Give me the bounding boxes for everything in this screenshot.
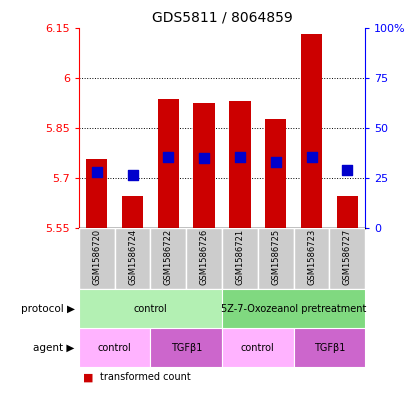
Point — [237, 154, 243, 160]
Bar — [150, 228, 186, 289]
Bar — [86, 160, 107, 228]
Bar — [79, 328, 150, 367]
Text: GSM1586722: GSM1586722 — [164, 229, 173, 285]
Text: transformed count: transformed count — [100, 372, 190, 382]
Bar — [294, 328, 365, 367]
Bar — [301, 34, 322, 228]
Bar — [222, 328, 293, 367]
Text: control: control — [134, 303, 167, 314]
Point — [272, 159, 279, 165]
Text: 5Z-7-Oxozeanol pretreatment: 5Z-7-Oxozeanol pretreatment — [221, 303, 366, 314]
Bar — [186, 228, 222, 289]
Text: GSM1586725: GSM1586725 — [271, 229, 280, 285]
Bar — [193, 103, 215, 228]
Text: agent ▶: agent ▶ — [33, 343, 75, 353]
Text: TGFβ1: TGFβ1 — [171, 343, 202, 353]
Text: GSM1586721: GSM1586721 — [235, 229, 244, 285]
Text: control: control — [241, 343, 275, 353]
Bar — [330, 228, 365, 289]
Point — [129, 172, 136, 178]
Point — [308, 154, 315, 160]
Title: GDS5811 / 8064859: GDS5811 / 8064859 — [151, 11, 293, 25]
Bar — [222, 289, 365, 328]
Text: GSM1586720: GSM1586720 — [92, 229, 101, 285]
Text: control: control — [98, 343, 132, 353]
Bar — [122, 196, 143, 228]
Text: GSM1586724: GSM1586724 — [128, 229, 137, 285]
Bar — [79, 228, 115, 289]
Point — [344, 167, 351, 174]
Bar — [258, 228, 293, 289]
Text: protocol ▶: protocol ▶ — [21, 303, 75, 314]
Text: GSM1586727: GSM1586727 — [343, 229, 352, 285]
Bar — [79, 289, 222, 328]
Bar — [265, 119, 286, 228]
Bar — [222, 228, 258, 289]
Point — [165, 154, 172, 160]
Text: GSM1586723: GSM1586723 — [307, 229, 316, 285]
Bar — [337, 196, 358, 228]
Bar — [158, 99, 179, 228]
Bar — [115, 228, 150, 289]
Point — [201, 155, 208, 162]
Text: GSM1586726: GSM1586726 — [200, 229, 209, 285]
Text: TGFβ1: TGFβ1 — [314, 343, 345, 353]
Point — [93, 169, 100, 175]
Bar — [229, 101, 251, 228]
Text: ■: ■ — [83, 372, 93, 382]
Bar — [293, 228, 330, 289]
Bar — [150, 328, 222, 367]
